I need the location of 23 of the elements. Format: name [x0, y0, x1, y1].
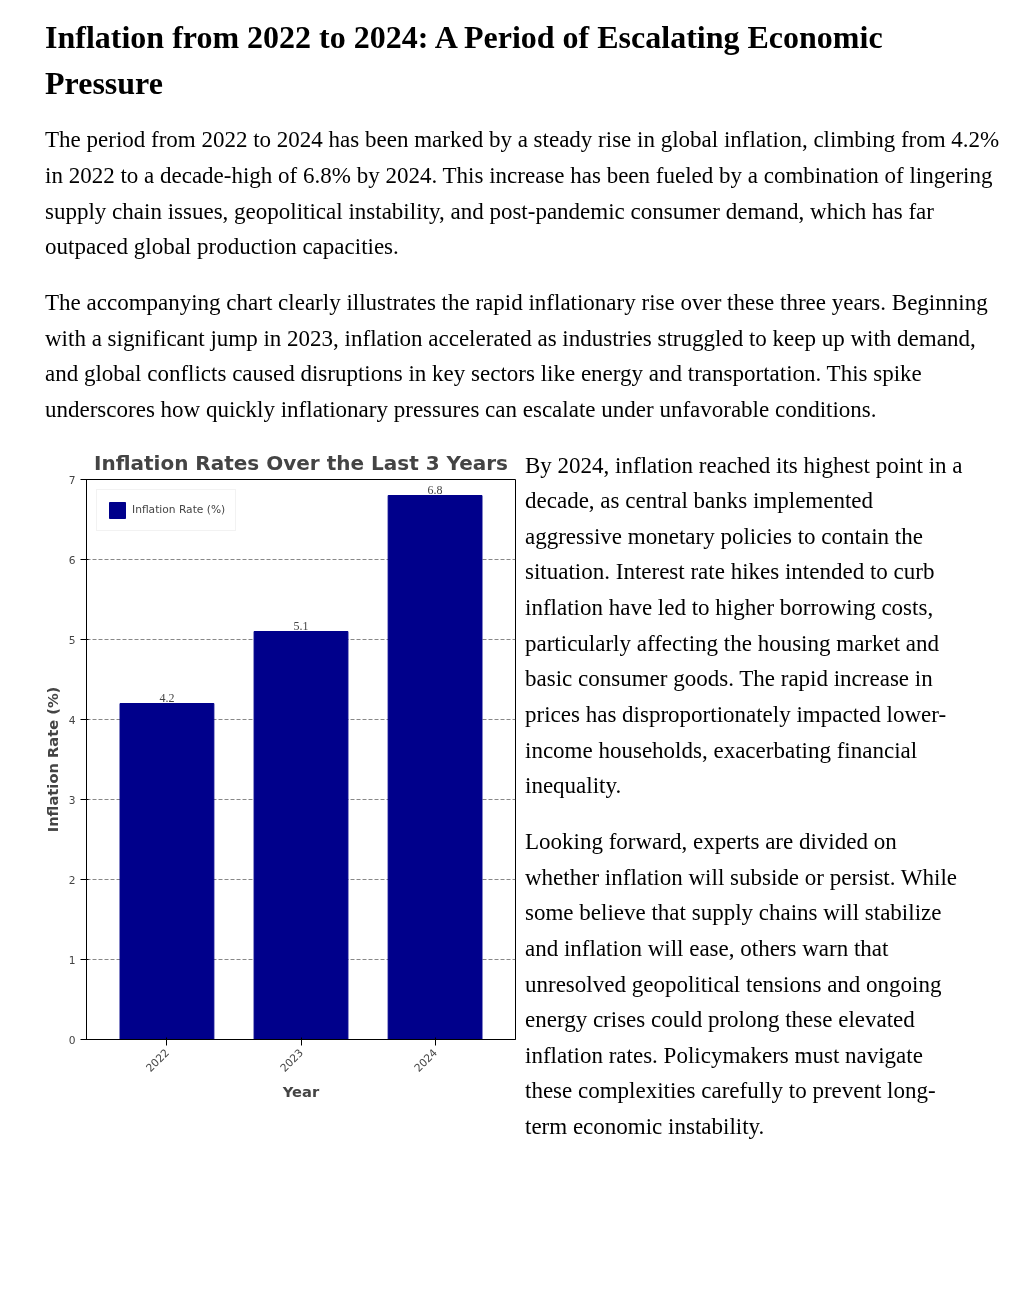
y-tick-label: 6 — [68, 553, 76, 567]
bar — [387, 494, 483, 1040]
y-tick-label: 1 — [68, 953, 76, 967]
y-tick-label: 3 — [68, 793, 76, 807]
y-tick-label: 0 — [68, 1033, 76, 1047]
data-label: 6.8 — [427, 482, 443, 497]
text: Inflation from 2022 to 2024: A Period of Escalating Economic Pressure — [45, 18, 884, 103]
x-axis-title: Year — [281, 1082, 320, 1100]
y-tick-label: 5 — [68, 633, 76, 647]
y-tick-label: 4 — [68, 713, 76, 727]
bar — [119, 702, 215, 1040]
text: The period from 2022 to 2024 has been marked by a steady rise in global inflation, climbing from 4.2% in 2022 to a decade-high of 6.8% by 2024. This increase has been fueled by a combination of lingering supply chain issues, geopolitical instability, and post-pandemic consumer demand, which has far outpaced global production capacities. — [45, 126, 1001, 262]
y-axis-title: Inflation Rate (%) — [43, 686, 61, 832]
data-label: 4.2 — [159, 690, 175, 705]
y-tick-label: 2 — [68, 873, 76, 887]
legend-label: Inflation Rate (%) — [132, 503, 226, 517]
y-tick-label: 7 — [68, 473, 76, 487]
data-label: 5.1 — [293, 618, 309, 633]
text: The accompanying chart clearly illustrates the rapid inflationary rise over these three years. Beginning with a significant jump in 2023, inflation accelerated as industries struggled to keep up with demand, and global conflicts caused disruptions in key sectors like energy and transportation. This spike underscores how quickly inflationary pressures can escalate under unfavorable conditions. — [45, 288, 989, 424]
chart-title: Inflation Rates Over the Last 3 Years — [93, 450, 509, 475]
bar — [253, 630, 349, 1040]
text: Looking forward, experts are divided on whether inflation will subside or persist. While some believe that supply chains will stabilize and inflation will ease, others warn that unresolved geopolitical tensions and ongoing energy crises could prolong these elevated inflation rates. Policymakers must navigate these complexities carefully to prevent long-term economic instability. — [525, 828, 958, 1140]
text: By 2024, inflation reached its highest point in a decade, as central banks implemented aggressive monetary policies to contain the situation. Interest rate hikes intended to curb inflation have led to higher borrowing costs, particularly affecting the housing market and basic consumer goods. The rapid increase in prices has disproportionately impacted lower-income households, exacerbating financial inequality. — [525, 452, 963, 799]
